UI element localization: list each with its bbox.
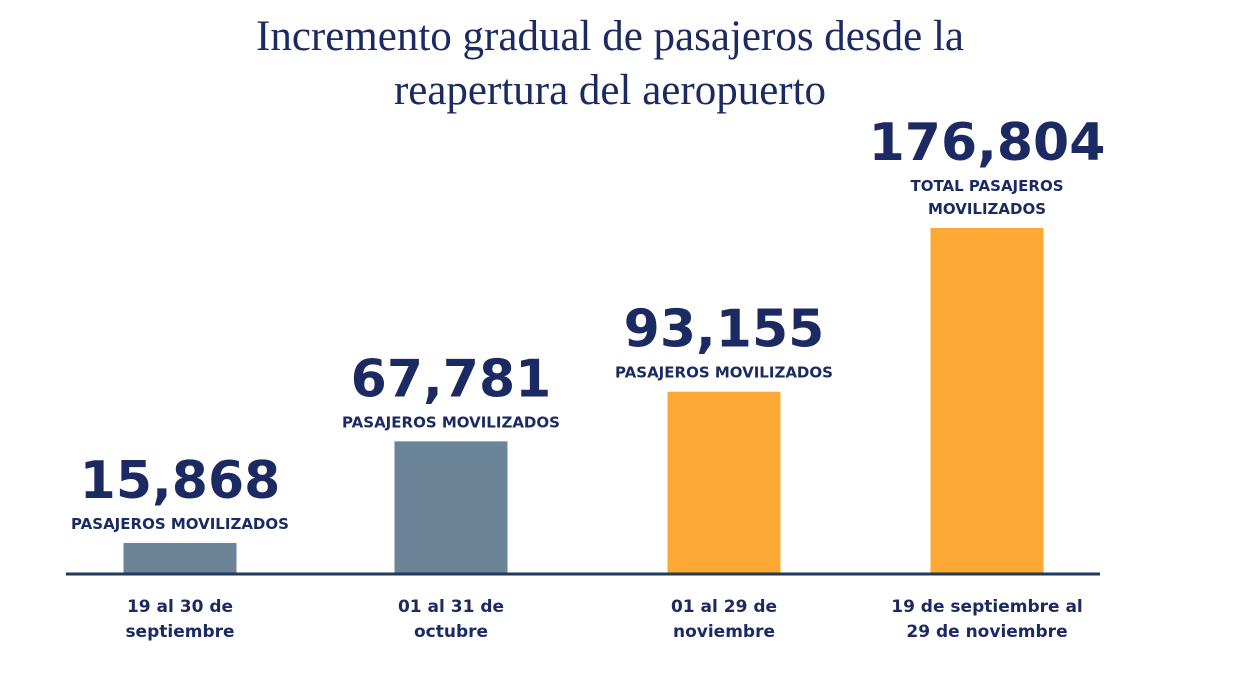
- bar-3-value-label: 93,155: [624, 300, 825, 360]
- bar-1-sublabel: PASAJEROS MOVILIZADOS: [71, 515, 289, 533]
- category-label-4: 19 de septiembre al: [891, 597, 1083, 617]
- category-label-1: 19 al 30 de: [127, 597, 233, 617]
- chart-title-line-1: Incremento gradual de pasajeros desde la: [256, 13, 964, 60]
- chart-title-line-2: reapertura del aeropuerto: [393, 67, 827, 114]
- bar-2: [394, 441, 508, 574]
- bar-2-sublabel: PASAJEROS MOVILIZADOS: [342, 413, 560, 431]
- chart-title: Incremento gradual de pasajeros desde la…: [0, 10, 1220, 118]
- bar-4: [930, 228, 1044, 574]
- category-label-4: 29 de noviembre: [906, 622, 1067, 642]
- bar-4-sublabel: TOTAL PASAJEROS: [910, 177, 1063, 195]
- category-label-3: 01 al 29 de: [671, 597, 777, 617]
- bar-3-sublabel: PASAJEROS MOVILIZADOS: [615, 364, 833, 382]
- bar-4-value-label: 176,804: [869, 113, 1106, 173]
- category-label-1: septiembre: [125, 622, 234, 642]
- bar-4-sublabel: MOVILIZADOS: [928, 200, 1046, 218]
- bar-2-value-label: 67,781: [351, 349, 552, 409]
- bar-1-value-label: 15,868: [80, 451, 281, 511]
- category-label-2: 01 al 31 de: [398, 597, 504, 617]
- category-label-3: noviembre: [673, 622, 775, 642]
- bar-1: [123, 542, 237, 574]
- bar-3: [667, 391, 781, 574]
- category-label-2: octubre: [414, 622, 488, 642]
